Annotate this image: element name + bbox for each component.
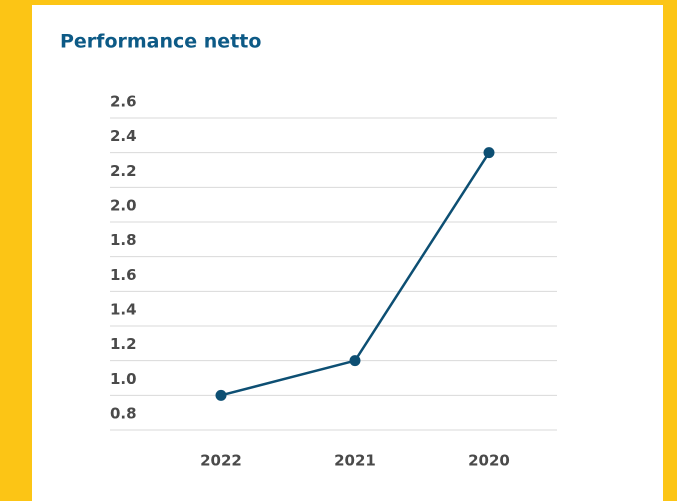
x-tick-label: 2022 xyxy=(200,452,242,470)
y-tick-label: 1.6 xyxy=(110,266,137,284)
x-tick-label: 2021 xyxy=(334,452,376,470)
point xyxy=(349,355,361,367)
y-tick-label: 1.0 xyxy=(110,370,137,388)
y-tick-label: 2.4 xyxy=(110,127,137,145)
point xyxy=(483,147,495,159)
chart-title: Performance netto xyxy=(60,31,261,53)
y-tick-label: 2.0 xyxy=(110,197,137,215)
point xyxy=(215,389,227,401)
y-tick-label: 2.6 xyxy=(110,93,137,111)
y-tick-label: 2.2 xyxy=(110,162,137,180)
x-tick-label: 2020 xyxy=(468,452,510,470)
y-tick-label: 0.8 xyxy=(110,405,137,423)
card xyxy=(32,5,663,501)
y-tick-label: 1.4 xyxy=(110,301,137,319)
y-tick-label: 1.8 xyxy=(110,231,137,249)
y-tick-label: 1.2 xyxy=(110,335,137,353)
